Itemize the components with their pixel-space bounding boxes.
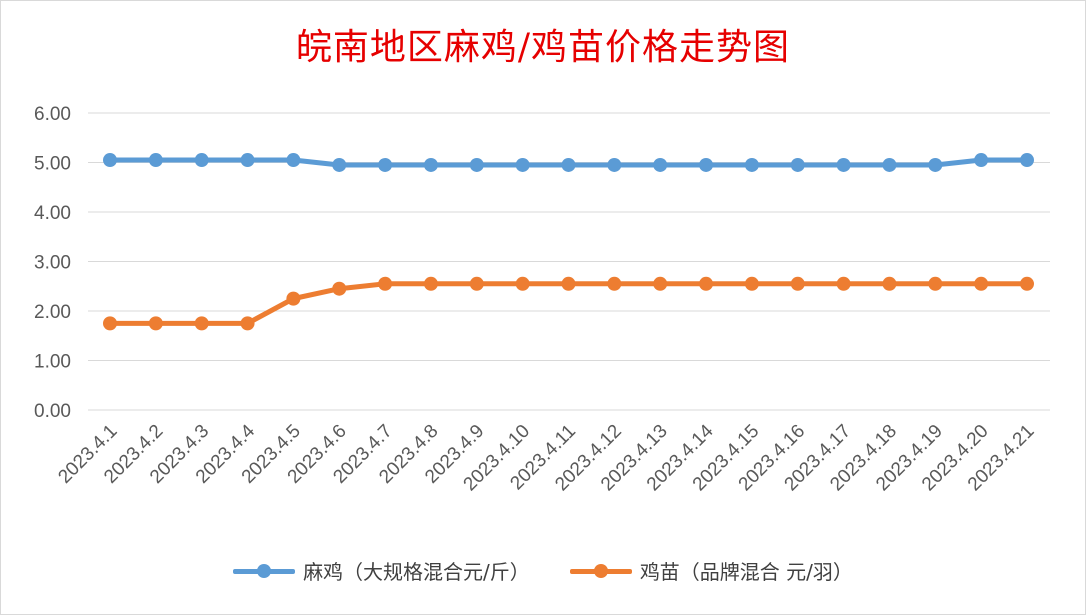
data-point — [332, 157, 347, 172]
data-point — [286, 291, 301, 306]
data-point — [240, 153, 255, 168]
y-tick-label: 3.00 — [34, 253, 71, 274]
data-point — [469, 157, 484, 172]
data-point — [974, 276, 989, 291]
data-point — [744, 276, 759, 291]
data-point — [699, 157, 714, 172]
data-point — [378, 276, 393, 291]
data-point — [423, 276, 438, 291]
data-point — [148, 316, 163, 331]
data-point — [515, 276, 530, 291]
data-point — [607, 157, 622, 172]
legend-swatch-series-1 — [569, 563, 632, 578]
data-point — [148, 153, 163, 168]
data-point — [423, 157, 438, 172]
data-point — [790, 157, 805, 172]
series-0 — [103, 153, 1034, 172]
y-axis-ticks: 0.00 1.00 2.00 3.00 4.00 5.00 6.00 — [34, 104, 71, 422]
data-point — [103, 316, 117, 331]
y-tick-label: 2.00 — [34, 302, 71, 323]
data-point — [194, 316, 209, 331]
y-tick-label: 0.00 — [34, 401, 71, 422]
data-point — [286, 153, 301, 168]
data-point — [928, 157, 943, 172]
legend-label-series-1: 鸡苗（品牌混合 元/羽） — [639, 560, 853, 584]
data-point — [607, 276, 622, 291]
data-point — [194, 153, 209, 168]
data-point — [561, 276, 576, 291]
data-point — [103, 153, 117, 168]
data-point — [332, 281, 347, 296]
data-point — [744, 157, 759, 172]
data-point — [882, 276, 897, 291]
series-group — [103, 153, 1034, 331]
legend-label-series-0: 麻鸡（大规格混合元/斤） — [303, 560, 530, 584]
y-tick-label: 1.00 — [34, 352, 71, 373]
data-point — [974, 153, 989, 168]
y-tick-label: 4.00 — [34, 203, 71, 224]
data-point — [790, 276, 805, 291]
data-point — [882, 157, 897, 172]
x-axis-ticks: 2023.4.12023.4.22023.4.32023.4.42023.4.5… — [54, 420, 1038, 495]
chart-title: 皖南地区麻鸡/鸡苗价格走势图 — [295, 27, 791, 68]
legend-item-series-0: 麻鸡（大规格混合元/斤） — [233, 556, 530, 585]
data-point — [561, 157, 576, 172]
legend-swatch-series-0 — [233, 563, 296, 578]
data-point — [836, 157, 851, 172]
data-point — [515, 157, 530, 172]
y-tick-label: 5.00 — [34, 154, 71, 175]
data-point — [1020, 276, 1034, 291]
data-point — [240, 316, 255, 331]
data-point — [836, 276, 851, 291]
series-1 — [103, 276, 1034, 331]
data-point — [378, 157, 393, 172]
data-point — [469, 276, 484, 291]
data-point — [928, 276, 943, 291]
data-point — [653, 157, 668, 172]
data-point — [699, 276, 714, 291]
data-point — [1020, 153, 1034, 168]
data-point — [653, 276, 668, 291]
y-tick-label: 6.00 — [34, 104, 71, 125]
legend: 麻鸡（大规格混合元/斤） 鸡苗（品牌混合 元/羽） — [0, 556, 1086, 585]
legend-item-series-1: 鸡苗（品牌混合 元/羽） — [569, 556, 853, 585]
